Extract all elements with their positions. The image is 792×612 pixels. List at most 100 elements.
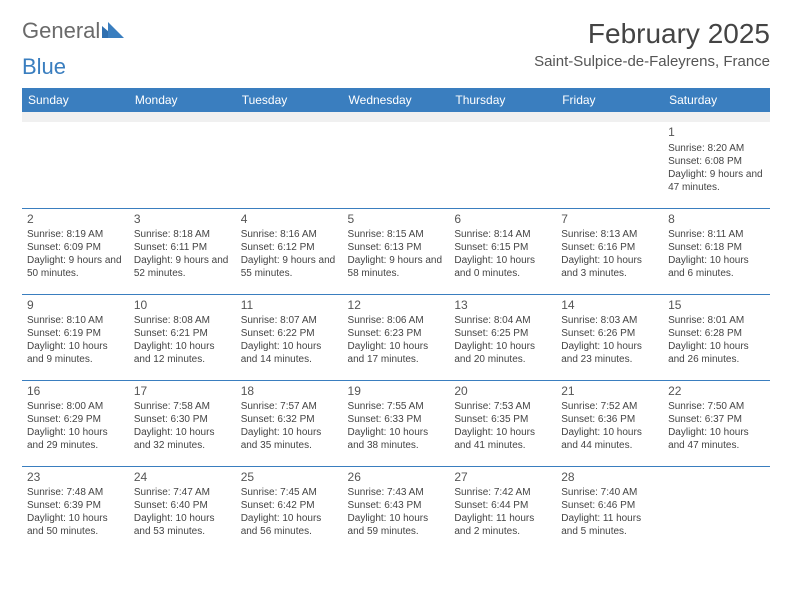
- sunrise-text: Sunrise: 8:06 AM: [348, 314, 445, 327]
- sunrise-text: Sunrise: 8:16 AM: [241, 228, 338, 241]
- day-number: 7: [561, 212, 658, 228]
- sunset-text: Sunset: 6:08 PM: [668, 155, 765, 168]
- daylight-text: Daylight: 10 hours and 29 minutes.: [27, 426, 124, 452]
- sunrise-text: Sunrise: 8:19 AM: [27, 228, 124, 241]
- sunset-text: Sunset: 6:22 PM: [241, 327, 338, 340]
- calendar-cell: 21Sunrise: 7:52 AMSunset: 6:36 PMDayligh…: [556, 380, 663, 466]
- day-number: 21: [561, 384, 658, 400]
- day-number: 3: [134, 212, 231, 228]
- sunset-text: Sunset: 6:26 PM: [561, 327, 658, 340]
- daylight-text: Daylight: 9 hours and 58 minutes.: [348, 254, 445, 280]
- calendar-cell: 11Sunrise: 8:07 AMSunset: 6:22 PMDayligh…: [236, 294, 343, 380]
- sunset-text: Sunset: 6:36 PM: [561, 413, 658, 426]
- sunset-text: Sunset: 6:44 PM: [454, 499, 551, 512]
- sunset-text: Sunset: 6:29 PM: [27, 413, 124, 426]
- sunrise-text: Sunrise: 7:57 AM: [241, 400, 338, 413]
- calendar-cell-empty: [556, 122, 663, 208]
- daylight-text: Daylight: 10 hours and 23 minutes.: [561, 340, 658, 366]
- daylight-text: Daylight: 9 hours and 47 minutes.: [668, 168, 765, 194]
- calendar-cell: 19Sunrise: 7:55 AMSunset: 6:33 PMDayligh…: [343, 380, 450, 466]
- day-number: 19: [348, 384, 445, 400]
- sunset-text: Sunset: 6:25 PM: [454, 327, 551, 340]
- sunrise-text: Sunrise: 7:53 AM: [454, 400, 551, 413]
- sunrise-text: Sunrise: 8:03 AM: [561, 314, 658, 327]
- day-number: 9: [27, 298, 124, 314]
- day-number: 4: [241, 212, 338, 228]
- daylight-text: Daylight: 10 hours and 47 minutes.: [668, 426, 765, 452]
- sunrise-text: Sunrise: 8:01 AM: [668, 314, 765, 327]
- sunrise-text: Sunrise: 7:45 AM: [241, 486, 338, 499]
- calendar-week-row: 9Sunrise: 8:10 AMSunset: 6:19 PMDaylight…: [22, 294, 770, 380]
- calendar-cell: 3Sunrise: 8:18 AMSunset: 6:11 PMDaylight…: [129, 208, 236, 294]
- sunrise-text: Sunrise: 7:58 AM: [134, 400, 231, 413]
- day-number: 24: [134, 470, 231, 486]
- sunset-text: Sunset: 6:16 PM: [561, 241, 658, 254]
- calendar-cell: 2Sunrise: 8:19 AMSunset: 6:09 PMDaylight…: [22, 208, 129, 294]
- logo-text-general: General: [22, 18, 100, 44]
- calendar-week-row: 1Sunrise: 8:20 AMSunset: 6:08 PMDaylight…: [22, 122, 770, 208]
- calendar-page: General February 2025 Saint-Sulpice-de-F…: [0, 0, 792, 570]
- day-number: 16: [27, 384, 124, 400]
- sunset-text: Sunset: 6:09 PM: [27, 241, 124, 254]
- sunset-text: Sunset: 6:15 PM: [454, 241, 551, 254]
- sunrise-text: Sunrise: 8:00 AM: [27, 400, 124, 413]
- daylight-text: Daylight: 10 hours and 32 minutes.: [134, 426, 231, 452]
- calendar-week-row: 16Sunrise: 8:00 AMSunset: 6:29 PMDayligh…: [22, 380, 770, 466]
- calendar-week-row: 23Sunrise: 7:48 AMSunset: 6:39 PMDayligh…: [22, 466, 770, 552]
- day-number: 28: [561, 470, 658, 486]
- sunrise-text: Sunrise: 7:48 AM: [27, 486, 124, 499]
- daylight-text: Daylight: 10 hours and 17 minutes.: [348, 340, 445, 366]
- weekday-header-row: Sunday Monday Tuesday Wednesday Thursday…: [22, 88, 770, 112]
- sunset-text: Sunset: 6:33 PM: [348, 413, 445, 426]
- daylight-text: Daylight: 10 hours and 53 minutes.: [134, 512, 231, 538]
- sunset-text: Sunset: 6:43 PM: [348, 499, 445, 512]
- sunrise-text: Sunrise: 7:52 AM: [561, 400, 658, 413]
- weekday-header: Thursday: [449, 88, 556, 112]
- weekday-header: Saturday: [663, 88, 770, 112]
- sunrise-text: Sunrise: 8:14 AM: [454, 228, 551, 241]
- day-number: 5: [348, 212, 445, 228]
- weekday-header: Tuesday: [236, 88, 343, 112]
- sunrise-text: Sunrise: 8:10 AM: [27, 314, 124, 327]
- sunrise-text: Sunrise: 7:55 AM: [348, 400, 445, 413]
- daylight-text: Daylight: 10 hours and 9 minutes.: [27, 340, 124, 366]
- weekday-header: Friday: [556, 88, 663, 112]
- calendar-cell: 18Sunrise: 7:57 AMSunset: 6:32 PMDayligh…: [236, 380, 343, 466]
- daylight-text: Daylight: 10 hours and 0 minutes.: [454, 254, 551, 280]
- sunrise-text: Sunrise: 8:18 AM: [134, 228, 231, 241]
- daylight-text: Daylight: 11 hours and 5 minutes.: [561, 512, 658, 538]
- sunset-text: Sunset: 6:32 PM: [241, 413, 338, 426]
- sunrise-text: Sunrise: 8:08 AM: [134, 314, 231, 327]
- calendar-cell: 10Sunrise: 8:08 AMSunset: 6:21 PMDayligh…: [129, 294, 236, 380]
- sunset-text: Sunset: 6:35 PM: [454, 413, 551, 426]
- day-number: 6: [454, 212, 551, 228]
- day-number: 14: [561, 298, 658, 314]
- calendar-cell-empty: [22, 122, 129, 208]
- daylight-text: Daylight: 10 hours and 20 minutes.: [454, 340, 551, 366]
- sunset-text: Sunset: 6:28 PM: [668, 327, 765, 340]
- day-number: 12: [348, 298, 445, 314]
- calendar-cell: 25Sunrise: 7:45 AMSunset: 6:42 PMDayligh…: [236, 466, 343, 552]
- daylight-text: Daylight: 10 hours and 59 minutes.: [348, 512, 445, 538]
- calendar-cell: 5Sunrise: 8:15 AMSunset: 6:13 PMDaylight…: [343, 208, 450, 294]
- sunrise-text: Sunrise: 7:50 AM: [668, 400, 765, 413]
- sunset-text: Sunset: 6:23 PM: [348, 327, 445, 340]
- sunrise-text: Sunrise: 7:47 AM: [134, 486, 231, 499]
- weekday-header: Sunday: [22, 88, 129, 112]
- calendar-cell: 24Sunrise: 7:47 AMSunset: 6:40 PMDayligh…: [129, 466, 236, 552]
- calendar-week-row: 2Sunrise: 8:19 AMSunset: 6:09 PMDaylight…: [22, 208, 770, 294]
- day-number: 1: [668, 125, 765, 141]
- sunrise-text: Sunrise: 7:40 AM: [561, 486, 658, 499]
- daylight-text: Daylight: 9 hours and 50 minutes.: [27, 254, 124, 280]
- calendar-cell-empty: [663, 466, 770, 552]
- sunset-text: Sunset: 6:11 PM: [134, 241, 231, 254]
- day-number: 2: [27, 212, 124, 228]
- month-title: February 2025: [534, 18, 770, 50]
- day-number: 10: [134, 298, 231, 314]
- sunrise-text: Sunrise: 7:42 AM: [454, 486, 551, 499]
- sunset-text: Sunset: 6:42 PM: [241, 499, 338, 512]
- calendar-cell: 14Sunrise: 8:03 AMSunset: 6:26 PMDayligh…: [556, 294, 663, 380]
- daylight-text: Daylight: 10 hours and 12 minutes.: [134, 340, 231, 366]
- calendar-cell: 28Sunrise: 7:40 AMSunset: 6:46 PMDayligh…: [556, 466, 663, 552]
- daylight-text: Daylight: 10 hours and 41 minutes.: [454, 426, 551, 452]
